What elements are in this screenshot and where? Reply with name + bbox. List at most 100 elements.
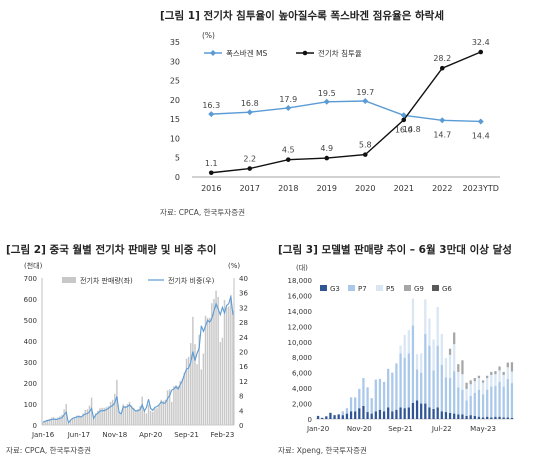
y2-tick-label: 8 (239, 393, 243, 401)
bar-p5 (465, 388, 468, 401)
y-tick-label: 10 (170, 134, 180, 143)
bar-p7 (465, 400, 468, 416)
bar-g3 (366, 412, 369, 419)
bar (202, 353, 205, 425)
bar-p7 (453, 371, 456, 414)
data-label: 16.0 (395, 125, 413, 134)
y-unit-label: (대) (296, 264, 308, 272)
bar (76, 415, 78, 425)
data-point (362, 98, 369, 105)
y2-unit-label: (%) (228, 262, 240, 270)
legend-marker (302, 50, 308, 56)
data-label: 14.4 (472, 131, 490, 140)
bar-g3 (469, 415, 472, 419)
bar-g9 (461, 360, 464, 375)
bar (175, 385, 177, 425)
bar (44, 421, 46, 425)
bar (128, 401, 131, 425)
x-tick-label: 2020 (355, 184, 375, 193)
y-tick-label: 30 (170, 57, 180, 66)
y-tick-label: 25 (170, 77, 180, 86)
bar-p5 (436, 307, 439, 346)
bar-g3 (461, 414, 464, 419)
bar (149, 410, 152, 425)
y-tick-label: 16,000 (288, 292, 313, 300)
data-point (478, 49, 484, 55)
bar (48, 418, 51, 425)
bar-g9 (477, 375, 481, 379)
bar-g3 (477, 416, 481, 419)
bar (130, 405, 133, 425)
legend-label-2: P5 (386, 285, 395, 293)
y-tick-label: 0 (175, 173, 180, 182)
y-tick-label: 2,000 (292, 401, 312, 409)
bar (164, 399, 167, 425)
bar (196, 364, 198, 425)
data-point (246, 109, 253, 116)
bar (71, 418, 74, 425)
y-tick-label: 5 (175, 154, 180, 163)
legend-label-1: 전기차 침투율 (318, 48, 362, 58)
bar (135, 410, 137, 425)
bar-g3 (432, 408, 435, 419)
bar (187, 356, 190, 425)
y-tick-label: 4,000 (292, 385, 312, 393)
bar-g3 (378, 409, 382, 419)
bar-g3 (329, 412, 332, 419)
bar (206, 317, 209, 425)
bar (158, 405, 160, 425)
bar (181, 378, 184, 425)
bar-p5 (510, 371, 514, 384)
bar-p7 (420, 372, 423, 404)
bar-p7 (349, 397, 353, 412)
data-label: 28.2 (433, 54, 451, 63)
chart3-source: 자료: Xpeng, 한국투자증권 (278, 446, 367, 455)
bar-p7 (382, 381, 386, 412)
y-tick-label: 300 (24, 359, 37, 367)
bar-g3 (473, 415, 476, 419)
bar-p5 (490, 374, 493, 387)
bar-p5 (506, 367, 509, 379)
x-tick-label: May-23 (470, 425, 496, 433)
bar (154, 408, 156, 425)
bar-p5 (477, 378, 481, 390)
chart2-plot: 0 100 200 300 400 500 600 700 0 4 8 12 16 20 24 28 32 36 4… (24, 261, 249, 439)
x-tick-label: Apr-20 (139, 431, 162, 439)
y2-tick-label: 12 (239, 378, 248, 386)
legend-label-0: 폭스바겐 MS (226, 48, 267, 58)
x-tick-label: Jun-17 (67, 431, 90, 439)
x-tick-label: 2016 (201, 184, 221, 193)
bar (179, 380, 181, 425)
bar (95, 413, 97, 425)
legend-label-1: P7 (358, 285, 367, 293)
data-label: 14.8 (403, 125, 421, 134)
bar-p5 (453, 344, 456, 372)
bar-p5 (428, 318, 431, 346)
chart1-source: 자료: CPCA, 한국투자증권 (160, 208, 246, 217)
bar (137, 409, 139, 425)
data-label: 19.7 (356, 88, 374, 97)
bar-p7 (469, 395, 472, 416)
bar (118, 411, 120, 425)
bar (145, 413, 148, 425)
y2-tick-label: 40 (239, 275, 248, 283)
bar-p7 (490, 386, 493, 418)
bar-p7 (494, 385, 497, 417)
bar-g9 (506, 362, 509, 368)
x-tick-label: 2019 (317, 184, 337, 193)
bar-p7 (345, 408, 349, 414)
bar-p7 (444, 377, 448, 413)
bar-g3 (498, 416, 501, 419)
bar (217, 296, 219, 425)
bar-g3 (374, 411, 377, 419)
bar (99, 408, 101, 425)
bar-g3 (316, 415, 320, 419)
bar (192, 316, 194, 425)
bar (111, 399, 114, 425)
data-label: 4.5 (282, 146, 295, 155)
legend-swatch-bar (62, 277, 76, 283)
legend-swatch-3 (404, 285, 411, 291)
bar (141, 396, 143, 425)
y-tick-label: 18,000 (288, 277, 313, 285)
bar (230, 294, 232, 425)
